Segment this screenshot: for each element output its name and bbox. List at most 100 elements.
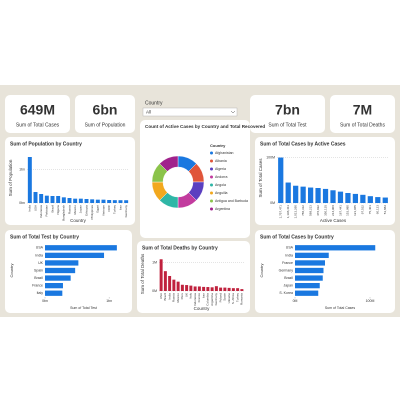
- x-tick-label: Nigeria: [56, 205, 60, 215]
- x-tick-label: Vietnam: [101, 205, 105, 216]
- x-tick-label: Ethiopia: [84, 205, 88, 216]
- legend-label: Afghanistan: [215, 151, 234, 155]
- x-tick-label: Brazil: [50, 205, 54, 213]
- bar: [185, 285, 189, 291]
- chart-title: Count of Active Cases by Country and Tot…: [145, 124, 265, 129]
- x-tick-label: 1bn: [106, 299, 112, 303]
- bar: [219, 287, 223, 291]
- legend-label: Albania: [215, 159, 227, 163]
- bar: [295, 245, 376, 251]
- kpi-label: Sum of Total Cases: [16, 122, 60, 128]
- panel: [250, 95, 325, 133]
- x-tick-label: Poland: [218, 293, 222, 303]
- x-tick-label: 1,757,471: [279, 205, 283, 219]
- bar: [176, 281, 180, 291]
- x-tick-label: Indonesia: [193, 293, 197, 306]
- chart-title: Sum of Total Deaths by Country: [142, 245, 218, 251]
- slicer[interactable]: Country All: [140, 96, 240, 118]
- slicer-dropdown[interactable]: [142, 107, 238, 117]
- dropdown-arrow: [230, 110, 236, 114]
- y-tick-label: France: [282, 261, 293, 265]
- bar: [27, 157, 32, 203]
- legend-label: Anguilla: [215, 191, 228, 195]
- kpi-value: 7bn: [275, 102, 300, 118]
- y-tick-label: Brazil: [34, 276, 43, 280]
- bar: [56, 196, 61, 203]
- chart-title: Sum of Total Cases by Country: [260, 234, 334, 240]
- bar: [168, 275, 172, 291]
- y-tick-label: UK: [38, 261, 44, 265]
- bar: [67, 198, 72, 203]
- x-tick-label: Peru: [180, 293, 184, 300]
- x-tick-label: 0M: [293, 299, 298, 303]
- x-tick-label: India: [167, 293, 171, 300]
- y-tick-label: 0M: [152, 289, 157, 293]
- x-tick-label: Spain: [223, 293, 227, 301]
- y-tick-label: S. Korea: [279, 291, 293, 295]
- y-axis-label: Sum of Population: [8, 159, 13, 196]
- legend-label: Angola: [215, 183, 226, 187]
- bar: [206, 287, 210, 291]
- x-tick-label: Brazil: [163, 293, 167, 301]
- bar: [84, 199, 89, 203]
- legend-swatch: [210, 159, 213, 163]
- kpi-label: Sum of Total Deaths: [340, 122, 385, 128]
- x-tick-label: USA: [159, 293, 163, 299]
- slicer-title: Country: [145, 100, 163, 106]
- x-tick-label: 214,906: [331, 205, 335, 216]
- bar: [295, 290, 319, 296]
- bar: [382, 197, 388, 203]
- y-tick-label: Spain: [34, 268, 43, 272]
- x-tick-label: 1,013,290: [293, 205, 297, 219]
- y-tick-label: India: [35, 253, 43, 257]
- chart-title: Sum of Total Cases by Active Cases: [260, 141, 346, 147]
- x-tick-label: 187,441: [338, 205, 342, 216]
- bar: [50, 196, 55, 203]
- bar: [107, 200, 112, 203]
- bar: [278, 157, 284, 203]
- bar: [39, 194, 44, 203]
- y-tick-label: 0M: [270, 201, 275, 205]
- x-axis-label: Sum of Total Test: [70, 306, 97, 310]
- bar: [360, 194, 366, 203]
- bar: [78, 198, 83, 203]
- legend-label: Algeria: [215, 167, 226, 171]
- bar: [295, 275, 323, 281]
- donut-slice: [159, 155, 179, 172]
- x-tick-label: India: [28, 205, 32, 212]
- y-tick-label: India: [285, 253, 293, 257]
- x-tick-label: 0bn: [42, 299, 48, 303]
- x-tick-label: 589,213: [308, 205, 312, 216]
- bar: [112, 200, 117, 203]
- bar: [45, 275, 71, 281]
- bar: [330, 190, 336, 203]
- x-tick-label: 60,123: [376, 205, 380, 215]
- kpi-value: 6bn: [93, 102, 118, 118]
- y-tick-label: 100M: [266, 155, 275, 159]
- legend-swatch: [210, 151, 213, 155]
- y-tick-label: Germany: [279, 268, 294, 272]
- y-tick-label: France: [32, 284, 43, 288]
- chart-title: Sum of Population by Country: [10, 141, 82, 147]
- x-tick-label: Italy: [189, 293, 193, 299]
- bar: [352, 193, 359, 203]
- bar: [337, 191, 344, 203]
- legend-swatch: [210, 167, 213, 171]
- bar: [315, 188, 321, 203]
- y-tick-label: USA: [286, 246, 294, 250]
- bar: [322, 188, 329, 203]
- x-axis-label: Country: [70, 218, 87, 223]
- bar: [180, 284, 184, 291]
- x-tick-label: Japan: [79, 205, 83, 214]
- x-tick-label: 51,882: [383, 205, 387, 215]
- panel: [255, 230, 395, 313]
- bar: [214, 286, 218, 291]
- panel: [137, 241, 250, 313]
- bar: [45, 290, 63, 296]
- bar: [240, 289, 244, 291]
- bar: [227, 287, 231, 291]
- bar: [293, 185, 299, 203]
- x-tick-label: Colombia: [206, 293, 210, 306]
- chart-title: Sum of Total Test by Country: [10, 234, 79, 240]
